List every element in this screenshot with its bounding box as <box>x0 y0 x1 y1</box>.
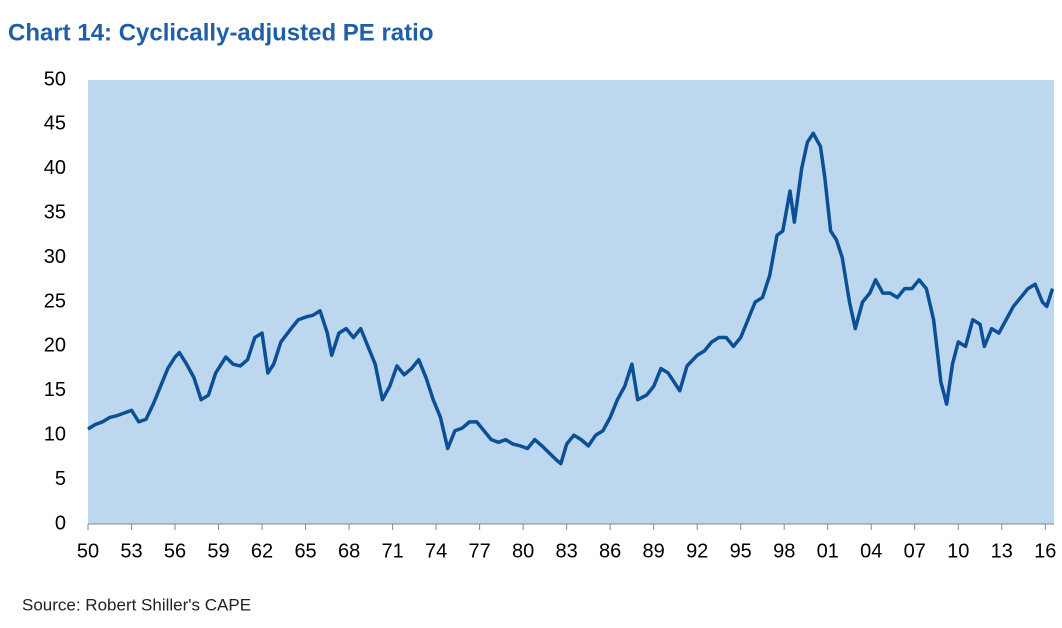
y-tick-label: 40 <box>44 157 66 179</box>
y-tick-label: 30 <box>44 246 66 268</box>
x-tick-label: 83 <box>556 540 578 562</box>
x-tick-label: 65 <box>294 540 316 562</box>
x-tick-label: 68 <box>338 540 360 562</box>
x-tick-label: 71 <box>381 540 403 562</box>
x-tick-label: 01 <box>817 540 839 562</box>
x-tick-label: 98 <box>773 540 795 562</box>
y-tick-label: 15 <box>44 379 66 401</box>
x-tick-label: 59 <box>207 540 229 562</box>
data-line <box>87 131 1055 466</box>
chart-title: Chart 14: Cyclically-adjusted PE ratio <box>8 19 433 46</box>
x-tick-label: 95 <box>730 540 752 562</box>
x-tick-label: 89 <box>643 540 665 562</box>
x-tick-label: 13 <box>991 540 1013 562</box>
x-tick-label: 16 <box>1034 540 1056 562</box>
plot-area <box>88 80 1054 524</box>
x-tick-label: 86 <box>599 540 621 562</box>
x-tick-label: 56 <box>164 540 186 562</box>
x-tick-label: 04 <box>860 540 882 562</box>
x-tick-label: 07 <box>904 540 926 562</box>
x-tick-label: 53 <box>120 540 142 562</box>
x-tick-label: 77 <box>468 540 490 562</box>
x-tick-label: 10 <box>947 540 969 562</box>
source-note: Source: Robert Shiller's CAPE <box>22 595 251 614</box>
y-tick-label: 50 <box>44 68 66 90</box>
x-tick-label: 92 <box>686 540 708 562</box>
y-tick-label: 35 <box>44 201 66 223</box>
y-tick-label: 5 <box>55 468 66 490</box>
y-tick-label: 0 <box>55 512 66 534</box>
x-tick-label: 62 <box>251 540 273 562</box>
y-tick-label: 45 <box>44 113 66 135</box>
x-tick-label: 74 <box>425 540 447 562</box>
y-tick-label: 20 <box>44 335 66 357</box>
y-tick-label: 10 <box>44 423 66 445</box>
x-tick-label: 80 <box>512 540 534 562</box>
x-tick-label: 50 <box>77 540 99 562</box>
y-tick-label: 25 <box>44 290 66 312</box>
